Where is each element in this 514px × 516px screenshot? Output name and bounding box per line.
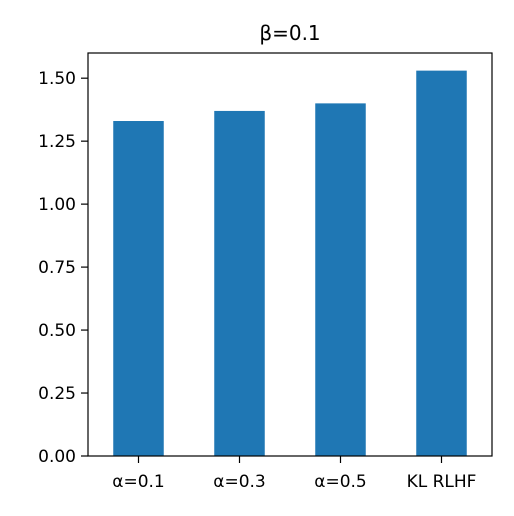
bar-1 xyxy=(214,110,265,457)
plot-frame xyxy=(87,52,493,457)
chart-title: β=0.1 xyxy=(259,21,320,45)
bar-3 xyxy=(416,70,467,456)
y-tick-label-1: 0.25 xyxy=(38,384,76,404)
y-tick-label-0: 0.00 xyxy=(38,447,76,467)
y-tick-label-5: 1.25 xyxy=(38,132,76,152)
y-tick-label-4: 1.00 xyxy=(38,195,76,215)
x-tick-label-1: α=0.3 xyxy=(213,472,266,492)
y-tick-label-3: 0.75 xyxy=(38,258,76,278)
x-tick-label-0: α=0.1 xyxy=(112,472,165,492)
bars-layer xyxy=(113,70,467,457)
axes-layer: 0.00 0.25 0.50 0.75 1.00 1.25 1.50 α=0.1 α=0.3 α=… xyxy=(38,52,493,492)
x-tick-label-3: KL RLHF xyxy=(407,472,477,492)
y-tick-label-2: 0.50 xyxy=(38,321,76,341)
bar-2 xyxy=(315,103,366,456)
y-tick-label-6: 1.50 xyxy=(38,69,76,89)
x-tick-label-2: α=0.5 xyxy=(314,472,367,492)
bar-0 xyxy=(113,121,164,456)
